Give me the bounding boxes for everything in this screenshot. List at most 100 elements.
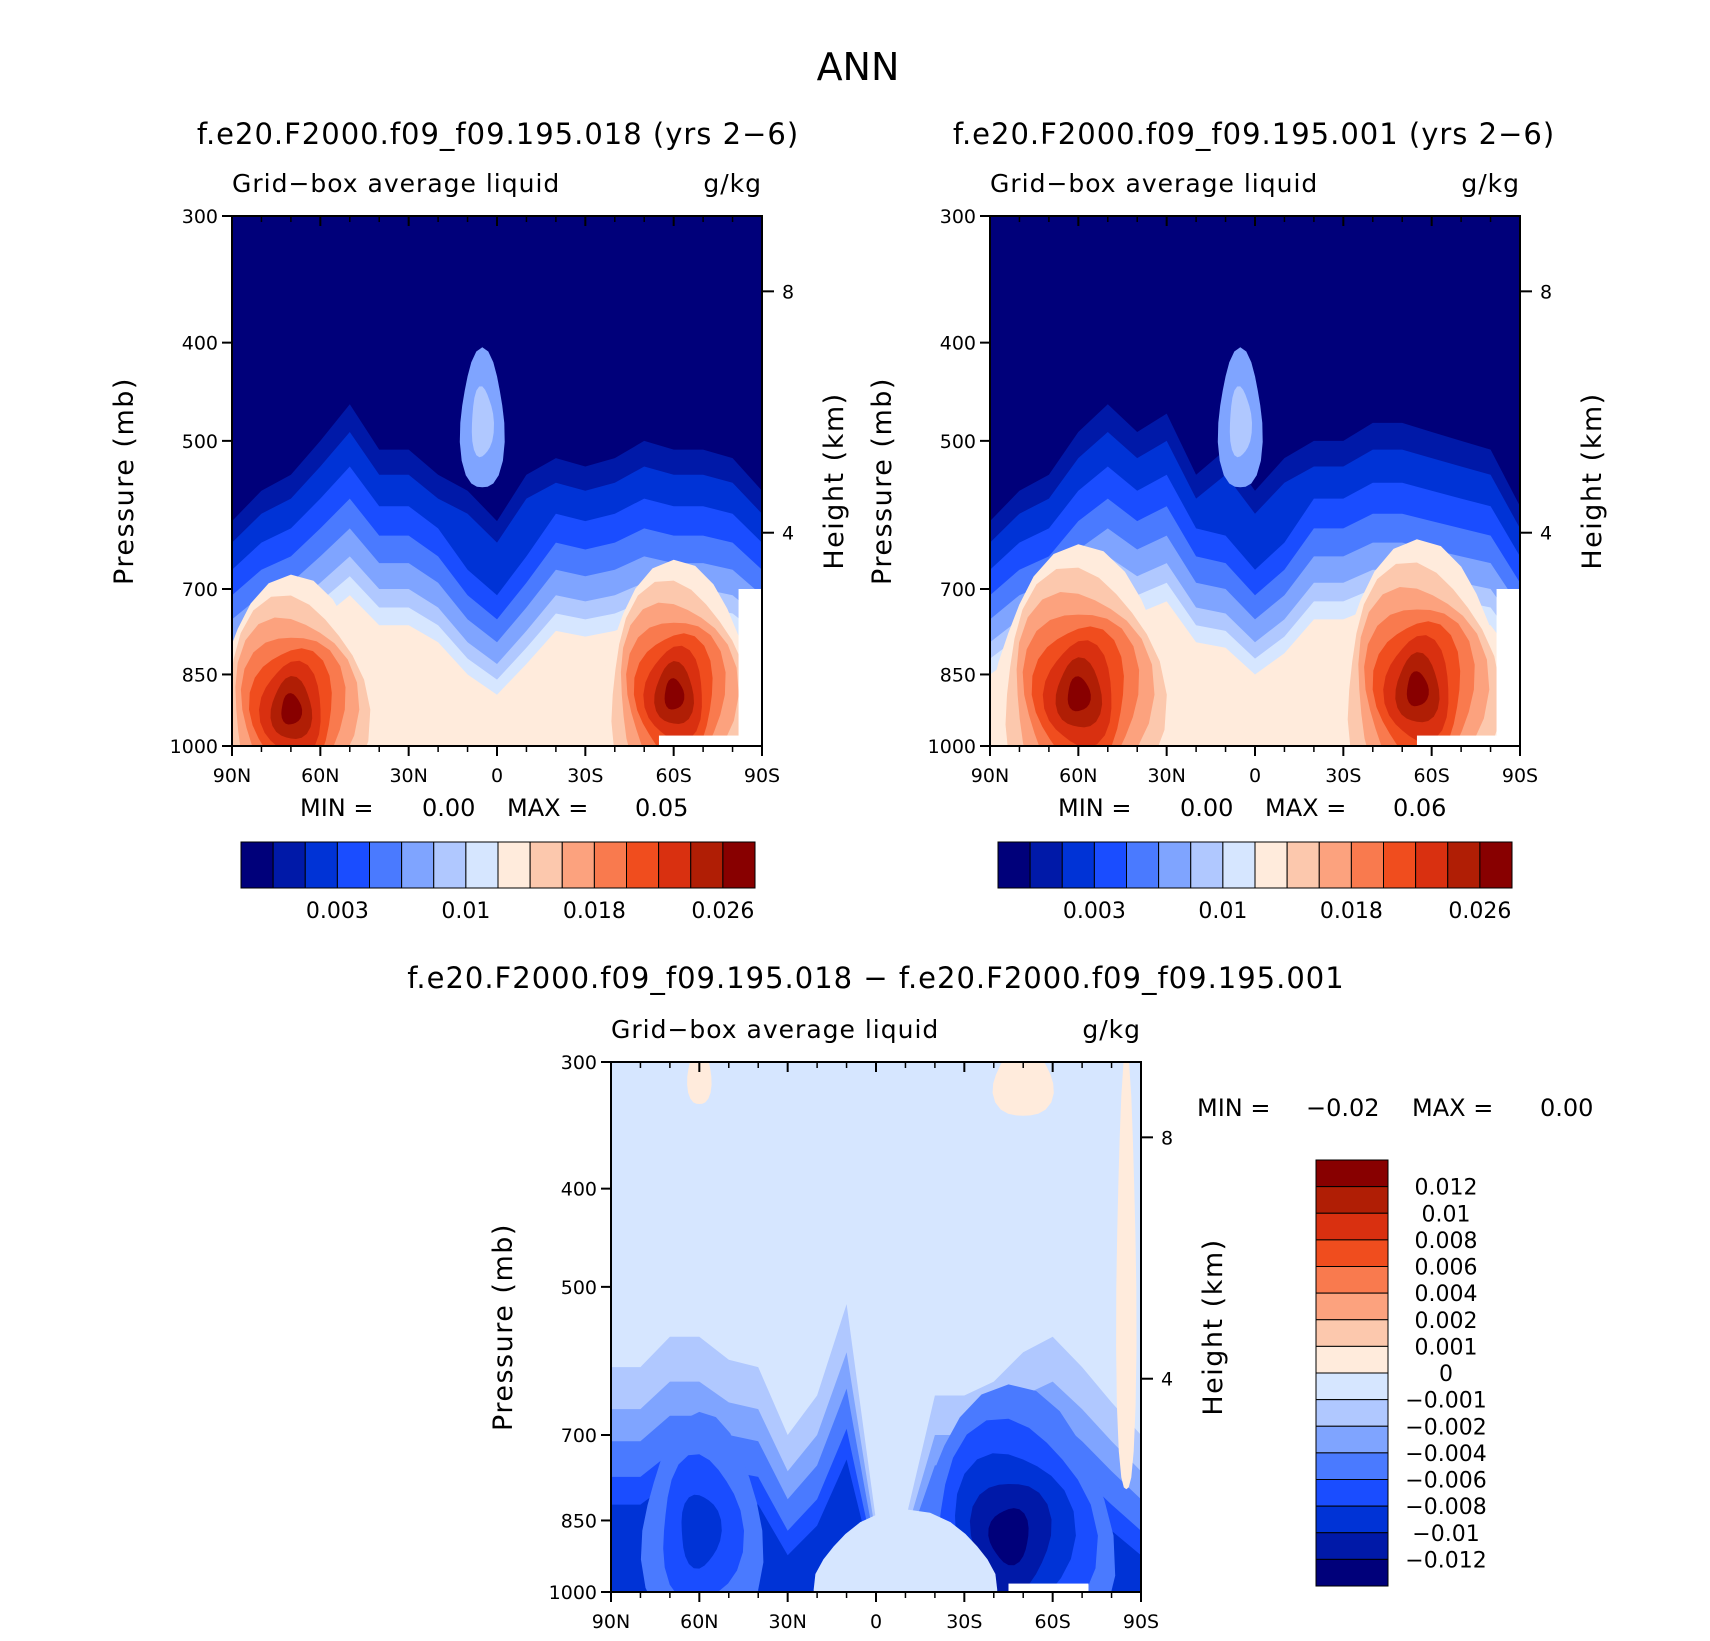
colorbar-swatch <box>1415 841 1449 889</box>
colorbar-swatch <box>997 841 1031 889</box>
case-antarctic-mask <box>738 588 762 746</box>
xtick-label: 60S <box>1414 765 1450 787</box>
diff-colorbar-swatch <box>1315 1372 1389 1401</box>
colorbar-swatch <box>722 841 756 889</box>
colorbar-label: 0.026 <box>691 899 754 924</box>
xtick-label: 30S <box>946 1611 982 1633</box>
ytick-label: 500 <box>561 1277 597 1299</box>
colorbar-swatch <box>1158 841 1192 889</box>
diff-colorbar-label: −0.01 <box>1412 1522 1479 1547</box>
xtick-label: 30S <box>567 765 603 787</box>
ytick-label: 1000 <box>549 1582 597 1604</box>
diff-colorbar-label: 0.008 <box>1415 1229 1478 1254</box>
xtick-label: 60S <box>656 765 692 787</box>
diff-colorbar-swatch <box>1315 1399 1389 1427</box>
xtick-label: 30N <box>768 1611 806 1633</box>
colorbar-swatch <box>658 841 692 889</box>
diff-colorbar-label: 0 <box>1439 1362 1453 1387</box>
control-tropical-column-level-6 <box>1229 386 1252 458</box>
panel-case-max-label: MAX = <box>507 794 588 822</box>
colorbar-label: 0.01 <box>441 899 490 924</box>
diff-colorbar-swatch <box>1315 1239 1389 1268</box>
colorbar-label: 0.01 <box>1198 899 1247 924</box>
panel-control-ylabel: Pressure (mb) <box>867 377 898 585</box>
panel-control-units: g/kg <box>1461 169 1520 198</box>
diff-colorbar-swatch <box>1315 1425 1389 1454</box>
colorbar-swatch <box>1093 841 1128 889</box>
panel-control-min-label: MIN = <box>1058 794 1131 822</box>
diff-colorbar-swatch <box>1315 1266 1389 1294</box>
diff-colorbar-swatch <box>1315 1479 1389 1507</box>
ytick-label: 500 <box>182 431 218 453</box>
diff-colorbar-label: −0.006 <box>1405 1469 1486 1494</box>
xtick-label: 90S <box>744 765 780 787</box>
colorbar-swatch <box>1222 841 1256 889</box>
colorbar-swatch <box>497 841 531 889</box>
case-tropical-column-level-6 <box>471 386 494 458</box>
figure-title: ANN <box>817 45 900 89</box>
diff-colorbar-label: −0.012 <box>1405 1548 1486 1573</box>
colorbar-label: 0.026 <box>1448 899 1511 924</box>
y2tick-label: 4 <box>1161 1369 1173 1391</box>
panel-case-field <box>232 216 762 746</box>
panel-control: f.e20.F2000.f09_f09.195.001 (yrs 2−6) Gr… <box>867 117 1608 924</box>
panel-case-min-value: 0.00 <box>422 794 475 822</box>
colorbar-swatch <box>1383 841 1417 889</box>
diff-colorbar-swatch <box>1315 1319 1389 1347</box>
xtick-label: 60N <box>1059 765 1097 787</box>
ytick-label: 400 <box>182 333 218 355</box>
diff-positive-patch-1-level-8 <box>687 1062 712 1104</box>
control-antarctic-mask <box>1496 588 1520 746</box>
ytick-label: 300 <box>561 1052 597 1074</box>
colorbar-swatch <box>561 841 595 889</box>
panel-case-y2label: Height (km) <box>819 392 850 569</box>
ytick-label: 850 <box>561 1510 597 1532</box>
ytick-label: 1000 <box>170 736 218 758</box>
ytick-label: 700 <box>561 1425 597 1447</box>
panel-diff-units: g/kg <box>1082 1015 1141 1044</box>
xtick-label: 60N <box>680 1611 718 1633</box>
xtick-label: 30N <box>1147 765 1185 787</box>
panel-diff-max-value: 0.00 <box>1540 1094 1593 1122</box>
ytick-label: 400 <box>940 333 976 355</box>
panel-case-title: f.e20.F2000.f09_f09.195.018 (yrs 2−6) <box>197 117 799 151</box>
colorbar-swatch <box>1447 841 1481 889</box>
panel-control-title: f.e20.F2000.f09_f09.195.001 (yrs 2−6) <box>953 117 1555 151</box>
xtick-label: 0 <box>870 1611 882 1633</box>
y2tick-label: 8 <box>1161 1127 1173 1149</box>
colorbar-swatch <box>369 841 403 889</box>
y2tick-label: 8 <box>1540 281 1552 303</box>
case-surface-mask <box>658 735 739 746</box>
xtick-label: 90N <box>213 765 251 787</box>
panel-control-field <box>990 216 1520 746</box>
diff-colorbar-label: 0.012 <box>1415 1176 1478 1201</box>
xtick-label: 90N <box>971 765 1009 787</box>
colorbar-label: 0.003 <box>306 899 369 924</box>
xtick-label: 60S <box>1035 1611 1071 1633</box>
diff-colorbar-label: −0.002 <box>1405 1415 1486 1440</box>
panel-case-ylabel: Pressure (mb) <box>109 377 140 585</box>
diff-colorbar-swatch <box>1315 1212 1389 1241</box>
diff-colorbar-label: −0.001 <box>1405 1389 1486 1414</box>
colorbar-swatch <box>593 841 628 889</box>
diff-colorbar-swatch <box>1315 1452 1389 1481</box>
panel-case-max-value: 0.05 <box>635 794 688 822</box>
colorbar-swatch <box>1254 841 1288 889</box>
y2tick-label: 4 <box>1540 523 1552 545</box>
ytick-label: 1000 <box>928 736 976 758</box>
panel-case-units: g/kg <box>703 169 762 198</box>
colorbar-swatch <box>1061 841 1095 889</box>
panel-case: f.e20.F2000.f09_f09.195.018 (yrs 2−6) Gr… <box>109 117 850 924</box>
panel-case-min-label: MIN = <box>300 794 373 822</box>
panel-control-max-label: MAX = <box>1265 794 1346 822</box>
case-max-1-level-15 <box>281 693 303 725</box>
colorbar-swatch <box>304 841 338 889</box>
y2tick-label: 4 <box>782 523 794 545</box>
colorbar-label: 0.018 <box>563 899 626 924</box>
diff-colorbar-label: 0.001 <box>1415 1335 1478 1360</box>
diff-positive-patch-3-level-8 <box>1116 1062 1137 1490</box>
xtick-label: 0 <box>491 765 503 787</box>
diff-core-0-level-0 <box>988 1508 1029 1566</box>
